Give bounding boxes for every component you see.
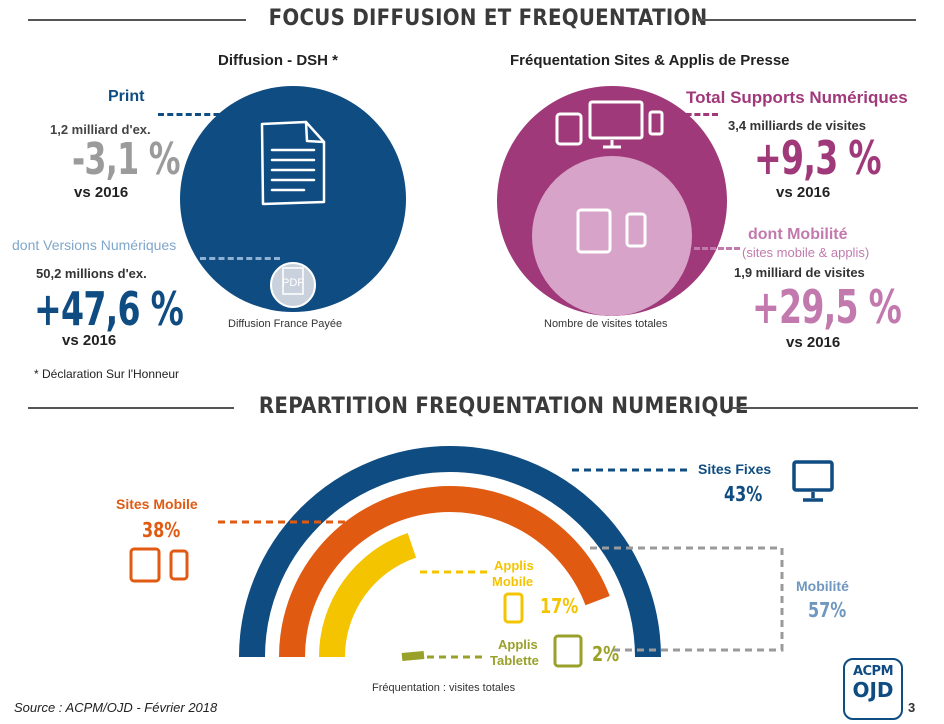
acpm-logo: ACPM OJD [843,658,903,720]
mobile-devices-icon [576,208,647,254]
value-applis-mobile: 17% [540,594,579,618]
arc-applis-mobile [319,532,417,658]
arc-applis-tablette [401,651,425,661]
section2-rule-left [28,407,234,409]
value-mobilite: 57% [808,598,847,622]
label-applis-mobile-2: Mobile [492,574,534,589]
source-text: Source : ACPM/OJD - Février 2018 [14,700,218,715]
mobile-circle [532,156,692,316]
numeric-connector [200,257,280,260]
mobile-change: +29,5 % [752,280,902,334]
smartphone-icon [503,592,524,624]
arc-sites-mobile [279,485,610,658]
print-change: -3,1 % [72,134,180,185]
diffusion-title: Diffusion - DSH * [218,52,338,69]
connector-mobilite [590,546,784,652]
section2-title: REPARTITION FREQUENTATION NUMERIQUE [258,394,749,419]
label-sites-mobile: Sites Mobile [116,496,198,512]
chart-connectors [218,468,784,659]
mobile-volume: 1,9 milliard de visites [734,265,865,280]
frequentation-title: Fréquentation Sites & Applis de Presse [510,52,790,69]
mobile-tablet-icon [129,547,189,583]
document-icon [260,120,326,206]
chart-caption: Fréquentation : visites totales [372,682,516,694]
print-vs: vs 2016 [74,184,129,201]
mobile-connector [694,247,740,250]
tablet-icon [553,634,583,668]
total-change: +9,3 % [754,131,882,185]
frequentation-caption: Nombre de visites totales [544,318,668,330]
numeric-vs: vs 2016 [62,332,117,349]
pdf-label: PDF [282,277,304,289]
value-sites-mobile: 38% [142,518,181,542]
logo-bottom-text: OJD [852,678,894,702]
value-sites-fixes: 43% [724,482,763,506]
section1-rule-left [28,19,246,21]
label-sites-fixes: Sites Fixes [698,461,772,477]
pdf-icon [270,262,316,308]
logo-top-text: ACPM [852,664,894,679]
print-label: Print [108,88,145,105]
arc-sites-fixes [239,446,661,658]
total-label: Total Supports Numériques [686,88,908,107]
desktop-icon [792,460,834,502]
label-applis-tablette-2: Tablette [490,653,539,668]
section2-rule-right [732,407,918,409]
mobile-label: dont Mobilité [748,226,848,243]
label-applis-mobile-1: Applis [494,558,534,573]
label-mobilite: Mobilité [796,578,849,594]
diffusion-caption: Diffusion France Payée [228,318,343,330]
numeric-label: dont Versions Numériques [12,237,177,253]
value-applis-tablette: 2% [592,642,620,666]
diffusion-footnote: * Déclaration Sur l'Honneur [34,367,180,381]
total-volume: 3,4 milliards de visites [728,118,867,133]
total-connector [668,113,718,116]
label-applis-tablette-1: Applis [498,637,538,652]
page-number: 3 [908,700,916,715]
mobile-sublabel: (sites mobile & applis) [742,245,870,260]
diffusion-circle [180,86,406,312]
section1-rule-right [698,19,916,21]
numeric-volume: 50,2 millions d'ex. [36,266,147,281]
print-connector [158,113,238,116]
numeric-change: +47,6 % [34,282,184,336]
total-vs: vs 2016 [776,184,831,201]
print-volume: 1,2 milliard d'ex. [50,122,151,137]
section1-title: FOCUS DIFFUSION ET FREQUENTATION [268,6,708,31]
mobile-vs: vs 2016 [786,334,841,351]
devices-icon [555,100,664,149]
